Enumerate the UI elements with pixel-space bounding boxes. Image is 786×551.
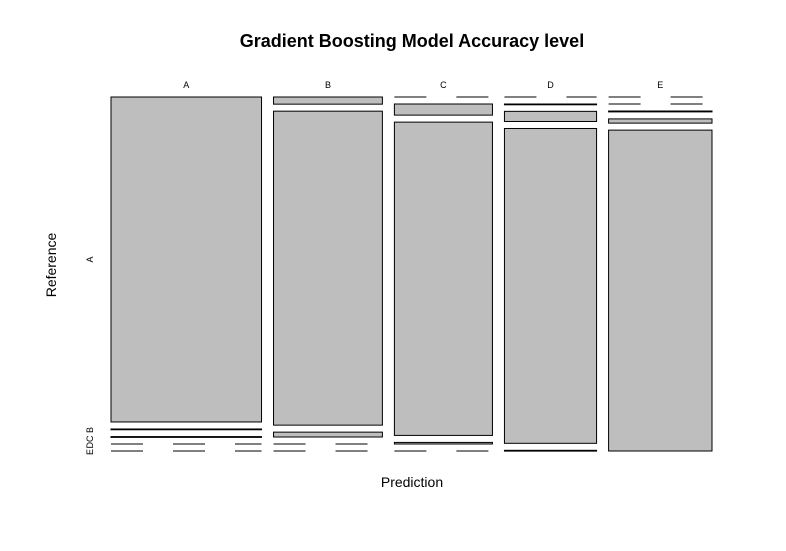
y-tick-C: C	[85, 435, 95, 442]
tile-pred-B-ref-B	[273, 110, 383, 426]
tile-pred-D-ref-B	[503, 103, 598, 106]
tile-pred-E-ref-D	[608, 118, 713, 124]
tile-pred-E-ref-E	[608, 129, 713, 452]
x-tick-labels: A B C D E	[183, 80, 663, 90]
tile-pred-C-ref-C	[393, 121, 493, 436]
y-tick-B: B	[85, 427, 95, 433]
y-tick-D: D	[85, 442, 95, 449]
tile-pred-A-ref-B	[110, 428, 263, 431]
x-tick-D: D	[547, 80, 554, 90]
tile-pred-B-ref-C	[273, 431, 383, 438]
tile-pred-B-ref-A	[273, 96, 383, 105]
chart-title: Gradient Boosting Model Accuracy level	[240, 31, 584, 51]
x-tick-A: A	[183, 80, 189, 90]
y-tick-E: E	[85, 449, 95, 455]
tile-pred-A-ref-C	[110, 436, 263, 438]
y-axis-label: Reference	[43, 232, 59, 297]
tile-pred-D-ref-C	[503, 110, 598, 122]
tile-pred-A-ref-A	[110, 96, 263, 423]
y-tick-A: A	[85, 256, 95, 262]
tile-pred-C-ref-B	[393, 103, 493, 116]
tile-pred-D-ref-D	[503, 127, 598, 444]
mosaic-tiles	[110, 96, 713, 452]
x-tick-B: B	[325, 80, 331, 90]
x-tick-C: C	[440, 80, 447, 90]
tile-pred-C-ref-D	[393, 441, 493, 445]
tile-pred-E-ref-C	[608, 110, 713, 113]
tile-pred-D-ref-E	[503, 449, 598, 452]
x-tick-E: E	[657, 80, 663, 90]
x-axis-label: Prediction	[381, 474, 443, 490]
